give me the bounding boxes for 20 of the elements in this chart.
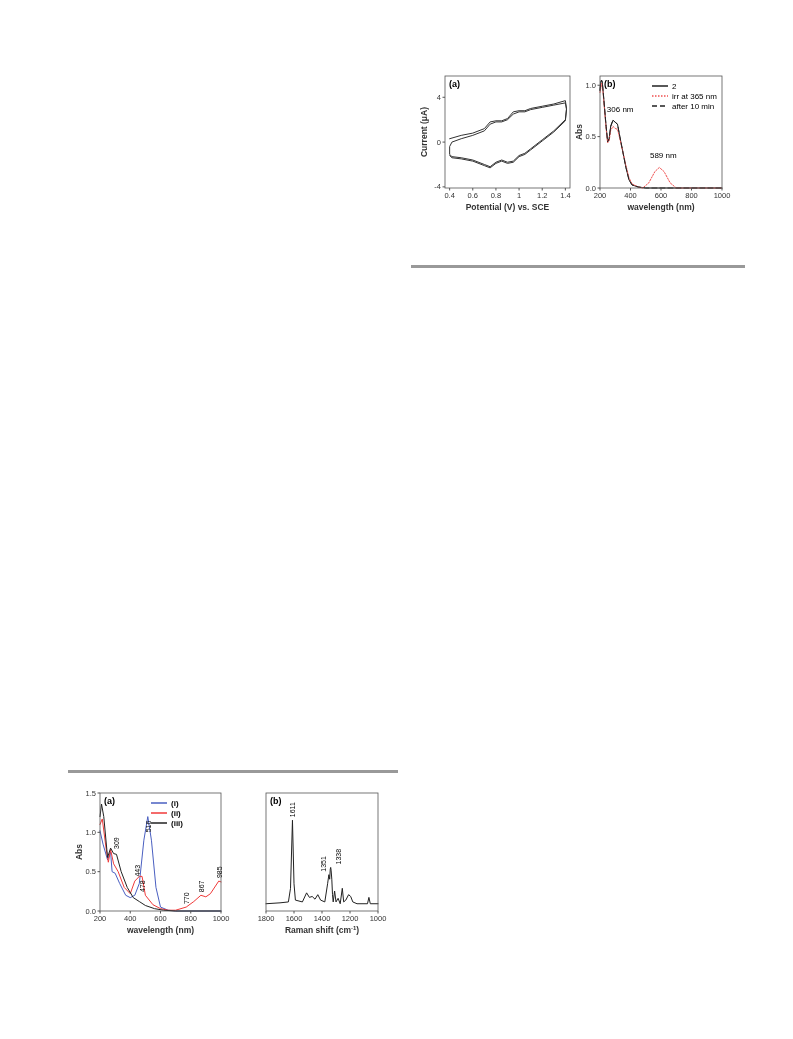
x-axis-title: wavelength (nm): [125, 925, 195, 935]
legend-label: after 10 min: [672, 102, 715, 111]
legend-label: (ii): [171, 809, 182, 818]
chart-title: (b): [270, 796, 282, 806]
legend-label: irr at 365 nm: [672, 92, 718, 101]
line-series: [449, 100, 568, 169]
legend-label: (iii): [171, 819, 184, 828]
legend-label: (i): [171, 799, 179, 808]
chart-title: (b): [604, 79, 616, 89]
chart-title: (a): [104, 796, 115, 806]
y-axis-title: Abs: [74, 843, 84, 861]
annotation: 589 nm: [649, 151, 677, 161]
y-axis-title: Abs: [574, 123, 584, 141]
legend-label: 2: [672, 82, 677, 91]
annotation: 306 nm: [606, 105, 634, 115]
x-axis-title: Potential (V) vs. SCE: [465, 202, 550, 212]
chart-title: (a): [449, 79, 460, 89]
x-axis-title: wavelength (nm): [626, 202, 695, 212]
x-axis-title: Raman shift (cm$^{-1}$): [284, 925, 360, 935]
y-axis-title: Current (μA): [419, 106, 429, 158]
